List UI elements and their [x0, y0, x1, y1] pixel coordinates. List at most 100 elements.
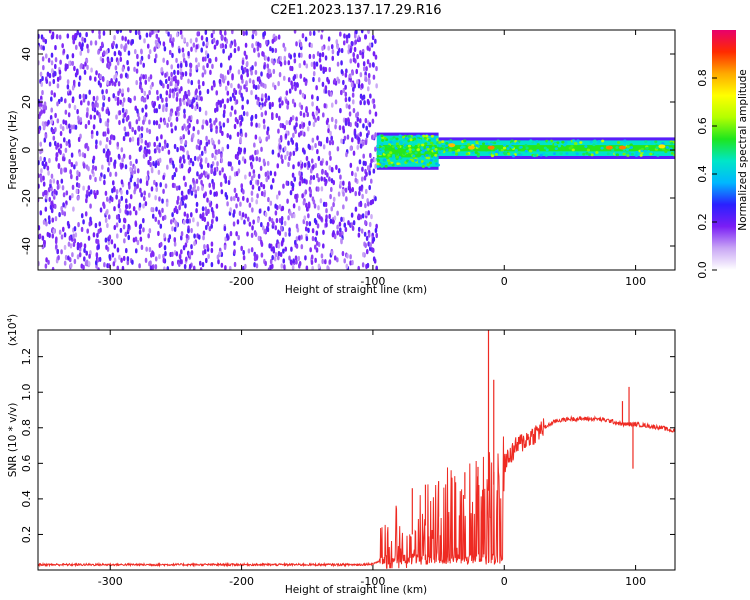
heatmap-cell: [342, 117, 346, 123]
heatmap-cell: [359, 50, 362, 56]
heatmap-cell: [310, 259, 314, 266]
heatmap-cell: [151, 30, 154, 35]
heatmap-cell: [198, 260, 202, 266]
heatmap-cell: [47, 119, 50, 125]
heatmap-cell: [116, 141, 120, 147]
heatmap-cell: [195, 64, 198, 71]
heatmap-cell: [120, 179, 124, 185]
heatmap-cell: [282, 248, 285, 254]
heatmap-cell: [66, 33, 70, 39]
heatmap-cell: [135, 119, 139, 125]
heatmap-cell: [55, 244, 58, 250]
heatmap-cell: [383, 158, 387, 162]
heatmap-cell: [299, 110, 303, 117]
heatmap-cell: [330, 135, 333, 141]
heatmap-cell: [264, 228, 267, 234]
heatmap-cell: [266, 160, 270, 167]
heatmap-cell: [180, 74, 183, 80]
heatmap-cell: [233, 109, 237, 115]
heatmap-cell: [183, 37, 186, 43]
heatmap-cell: [476, 154, 480, 158]
heatmap-cell: [409, 138, 413, 142]
heatmap-cell: [253, 256, 257, 262]
heatmap-cell: [39, 210, 43, 216]
heatmap-cell: [119, 99, 123, 105]
heatmap-cell: [58, 75, 62, 81]
heatmap-cell: [428, 161, 432, 165]
heatmap-cell: [42, 175, 45, 181]
heatmap-cell: [364, 139, 368, 146]
heatmap-cell: [153, 58, 157, 64]
heatmap-cell: [260, 191, 264, 197]
heatmap-cell: [510, 139, 514, 143]
heatmap-cell: [218, 78, 222, 85]
heatmap-cell: [193, 233, 196, 239]
heatmap-cell: [262, 158, 266, 164]
heatmap-cell: [308, 120, 311, 126]
heatmap-cell: [239, 85, 243, 91]
heatmap-cell: [184, 126, 188, 132]
heatmap-cell: [318, 52, 322, 58]
heatmap-cell: [42, 219, 46, 225]
heatmap-cell: [194, 105, 197, 111]
heatmap-cell: [271, 114, 274, 121]
heatmap-cell: [209, 202, 212, 208]
heatmap-cell: [190, 80, 194, 86]
heatmap-cell: [368, 122, 371, 128]
heatmap-cell: [240, 245, 243, 252]
heatmap-cell: [273, 171, 277, 177]
heatmap-cell: [97, 49, 100, 55]
heatmap-cell: [86, 146, 90, 152]
heatmap-cell: [573, 142, 578, 145]
heatmap-cell: [555, 152, 559, 156]
heatmap-cell: [257, 84, 260, 90]
heatmap-cell: [229, 96, 232, 102]
heatmap-cell: [411, 148, 415, 152]
heatmap-cell: [254, 94, 258, 100]
heatmap-cell: [178, 158, 182, 164]
heatmap-cell: [138, 84, 142, 90]
heatmap-cell: [186, 150, 189, 156]
heatmap-cell: [494, 147, 498, 151]
heatmap-cell: [89, 40, 93, 46]
heatmap-cell: [301, 33, 305, 39]
heatmap-cell: [165, 102, 168, 108]
heatmap-cell: [61, 226, 65, 232]
heatmap-cell: [194, 57, 198, 63]
heatmap-cell: [616, 141, 621, 144]
heatmap-peak: [448, 143, 456, 148]
heatmap-cell: [355, 68, 359, 75]
heatmap-cell: [376, 165, 380, 168]
heatmap-cell: [193, 184, 196, 190]
heatmap-cell: [52, 72, 55, 78]
heatmap-cell: [115, 114, 118, 120]
heatmap-cell: [436, 156, 440, 160]
heatmap-cell: [69, 169, 72, 175]
heatmap-cell: [180, 190, 184, 196]
heatmap-cell: [298, 263, 301, 269]
heatmap-cell: [402, 138, 406, 142]
heatmap-cell: [310, 158, 314, 164]
heatmap-cell: [71, 252, 74, 258]
heatmap-cell: [342, 40, 346, 46]
heatmap-cell: [105, 196, 109, 202]
heatmap-cell: [123, 217, 126, 223]
heatmap-cell: [264, 211, 268, 218]
heatmap-cell: [162, 257, 166, 264]
heatmap-cell: [71, 60, 75, 67]
heatmap-cell: [352, 150, 356, 156]
heatmap-cell: [121, 107, 125, 113]
heatmap-cell: [561, 140, 565, 144]
heatmap-cell: [144, 112, 148, 118]
heatmap-cell: [77, 136, 81, 143]
heatmap-cell: [105, 144, 108, 150]
heatmap-cell: [243, 219, 246, 225]
heatmap-cell: [163, 266, 166, 270]
heatmap-cell: [243, 158, 247, 164]
heatmap-cell: [585, 151, 589, 155]
heatmap-cell: [266, 221, 270, 228]
heatmap-cell: [93, 76, 97, 82]
heatmap-cell: [347, 44, 351, 50]
heatmap-cell: [162, 57, 165, 63]
spectrogram-cells: [38, 30, 675, 270]
